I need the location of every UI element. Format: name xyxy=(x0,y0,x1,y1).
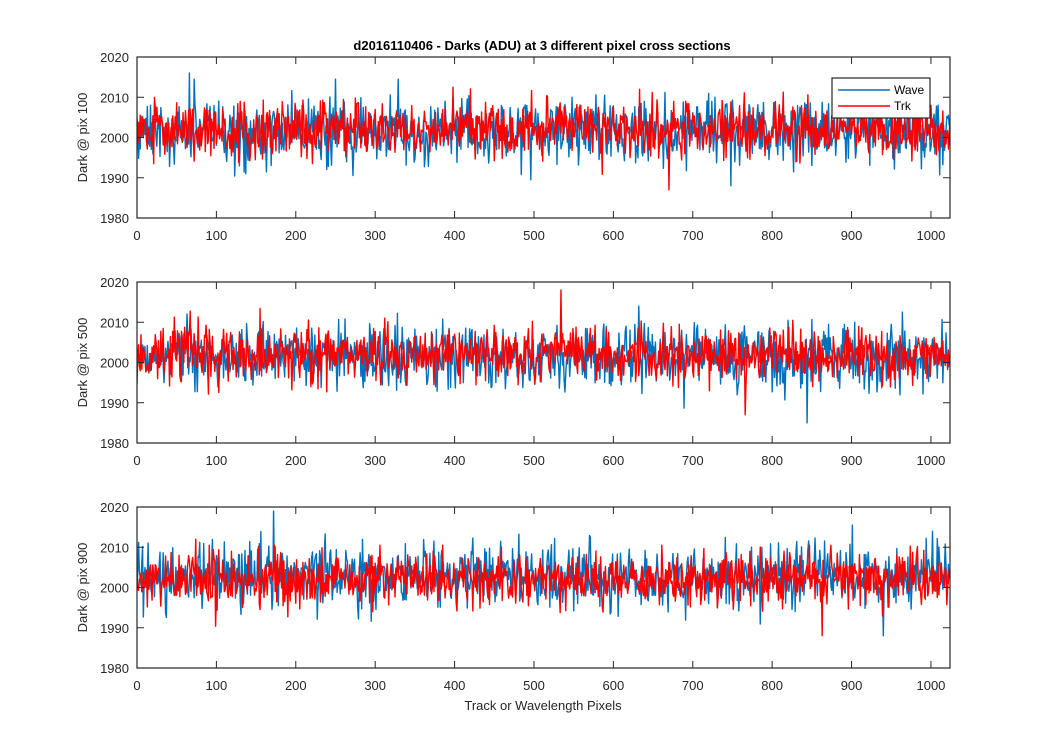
y-axis-label: Dark @ pix 900 xyxy=(75,543,90,633)
y-tick-label: 2000 xyxy=(100,356,129,371)
subplot-3: 0 100 200 300 400 500 600 700 800 900 1000 1980 1990… xyxy=(75,500,951,693)
x-tick-label: 700 xyxy=(682,228,704,243)
y-tick-label: 2000 xyxy=(100,131,129,146)
axes-box xyxy=(136,56,951,219)
series-line-trk xyxy=(137,538,950,637)
x-tick-label: 500 xyxy=(523,228,545,243)
y-tick-label: 2010 xyxy=(100,540,129,555)
x-tick-label: 700 xyxy=(682,453,704,468)
y-axis-label: Dark @ pix 100 xyxy=(75,93,90,183)
x-tick-label: 500 xyxy=(523,678,545,693)
x-tick-label: 300 xyxy=(364,453,386,468)
x-tick-label: 900 xyxy=(841,453,863,468)
y-tick-label: 1990 xyxy=(100,171,129,186)
y-tick-label: 1990 xyxy=(100,396,129,411)
y-tick-label: 2010 xyxy=(100,315,129,330)
x-tick-label: 900 xyxy=(841,678,863,693)
x-tick-label: 0 xyxy=(133,453,140,468)
x-tick-label: 600 xyxy=(603,228,625,243)
y-tick-label: 2020 xyxy=(100,50,129,65)
x-tick-label: 400 xyxy=(444,678,466,693)
x-tick-label: 600 xyxy=(603,678,625,693)
x-tick-label: 600 xyxy=(603,453,625,468)
series-line-wave xyxy=(137,510,950,637)
x-tick-label: 200 xyxy=(285,678,307,693)
x-tick-label: 400 xyxy=(444,228,466,243)
series-line-trk xyxy=(137,80,950,191)
subplot-2: 0 100 200 300 400 500 600 700 800 900 1000 1980 1990… xyxy=(75,275,951,468)
subplot-1: 0 100 200 300 400 500 600 700 800 900 1000 1980 1990… xyxy=(75,50,951,243)
x-tick-label: 1000 xyxy=(916,228,945,243)
x-tick-label: 400 xyxy=(444,453,466,468)
y-tick-label: 2020 xyxy=(100,500,129,515)
x-tick-label: 500 xyxy=(523,453,545,468)
legend-label-trk: Trk xyxy=(894,99,912,113)
axes-box xyxy=(136,506,951,669)
x-tick-label: 300 xyxy=(364,228,386,243)
y-tick-label: 2020 xyxy=(100,275,129,290)
x-tick-label: 0 xyxy=(133,228,140,243)
y-tick-label: 2000 xyxy=(100,581,129,596)
y-tick-label: 1990 xyxy=(100,621,129,636)
x-tick-label: 800 xyxy=(761,228,783,243)
chart-title: d2016110406 - Darks (ADU) at 3 different… xyxy=(353,38,730,53)
x-tick-label: 800 xyxy=(761,678,783,693)
y-axis-label: Dark @ pix 500 xyxy=(75,318,90,408)
x-tick-label: 100 xyxy=(206,678,228,693)
legend: Wave Trk xyxy=(831,77,931,119)
y-tick-label: 1980 xyxy=(100,211,129,226)
x-tick-label: 0 xyxy=(133,678,140,693)
y-tick-label: 1980 xyxy=(100,436,129,451)
legend-box xyxy=(831,77,931,119)
axes-box xyxy=(136,281,951,444)
x-tick-label: 800 xyxy=(761,453,783,468)
x-tick-label: 700 xyxy=(682,678,704,693)
x-tick-label: 200 xyxy=(285,228,307,243)
y-tick-label: 2010 xyxy=(100,90,129,105)
legend-label-wave: Wave xyxy=(894,83,925,97)
x-tick-label: 100 xyxy=(206,228,228,243)
series-line-trk xyxy=(137,289,950,416)
x-tick-label: 300 xyxy=(364,678,386,693)
x-tick-label: 1000 xyxy=(916,453,945,468)
x-tick-label: 1000 xyxy=(916,678,945,693)
x-axis-label: Track or Wavelength Pixels xyxy=(464,698,622,713)
x-tick-label: 900 xyxy=(841,228,863,243)
x-tick-label: 200 xyxy=(285,453,307,468)
y-tick-label: 1980 xyxy=(100,661,129,676)
x-tick-label: 100 xyxy=(206,453,228,468)
